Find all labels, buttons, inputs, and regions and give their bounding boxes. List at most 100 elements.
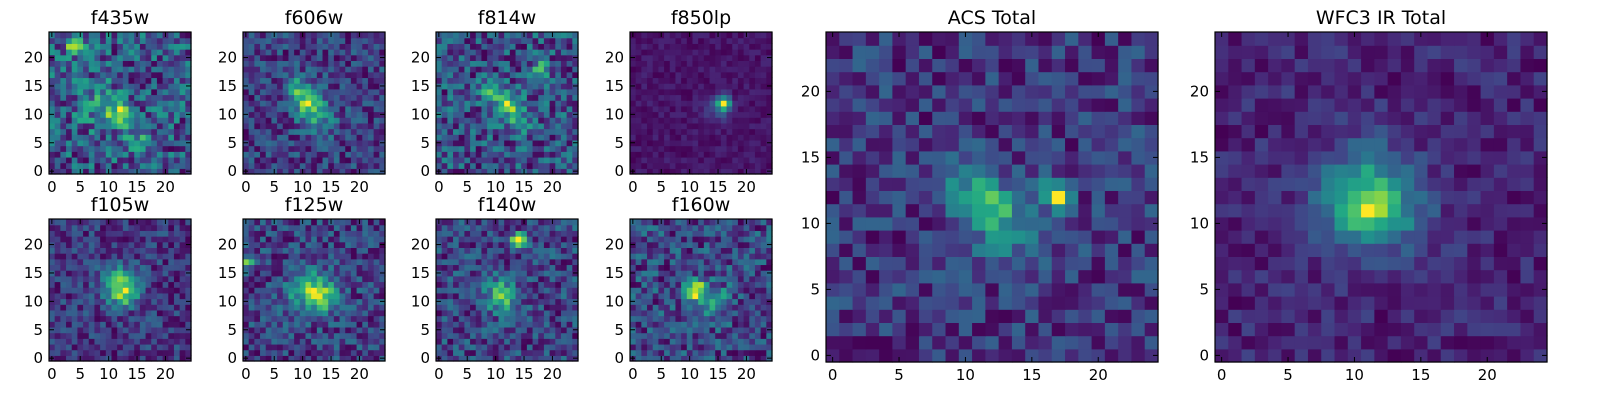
heatmap-cell xyxy=(572,236,579,243)
heatmap-cell xyxy=(481,94,488,101)
heatmap-cell xyxy=(260,49,267,56)
heatmap-cell xyxy=(111,264,118,271)
heatmap-cell xyxy=(749,145,756,152)
heatmap-cell xyxy=(271,128,278,135)
heatmap-cell xyxy=(350,343,358,351)
heatmap-cell xyxy=(316,66,324,73)
heatmap-cell xyxy=(367,292,375,300)
heatmap-cell xyxy=(692,32,699,39)
heatmap-cell xyxy=(333,71,341,79)
heatmap-cell xyxy=(732,309,739,317)
heatmap-cell xyxy=(635,355,642,362)
heatmap-cell xyxy=(681,77,688,84)
heatmap-cell xyxy=(481,258,488,266)
heatmap-cell xyxy=(254,88,261,96)
heatmap-cell xyxy=(77,264,84,271)
heatmap-cell xyxy=(664,275,671,283)
heatmap-cell xyxy=(356,270,363,277)
heatmap-cell xyxy=(311,37,318,44)
heatmap-cell xyxy=(71,224,78,231)
heatmap-cell xyxy=(299,281,307,288)
heatmap-cell xyxy=(122,219,130,226)
heatmap-cell xyxy=(151,151,158,158)
heatmap-cell xyxy=(71,134,78,141)
heatmap-cell xyxy=(532,71,539,79)
x-tick-label: 20 xyxy=(543,365,562,383)
heatmap-cell xyxy=(88,168,96,175)
heatmap-cell xyxy=(379,37,386,44)
heatmap-cell xyxy=(179,241,186,248)
heatmap-cell xyxy=(504,253,511,260)
heatmap-cell xyxy=(487,88,494,96)
heatmap-cell xyxy=(630,77,637,84)
heatmap-cell xyxy=(715,304,722,311)
heatmap-cell xyxy=(350,338,358,345)
heatmap-cell xyxy=(647,145,654,152)
heatmap-cell xyxy=(686,37,694,44)
heatmap-cell xyxy=(322,287,329,294)
heatmap-cell xyxy=(560,304,568,311)
heatmap-cell xyxy=(675,275,682,283)
heatmap-cell xyxy=(686,122,694,130)
heatmap-cell xyxy=(254,151,261,158)
heatmap-cell xyxy=(492,83,500,90)
heatmap-cell xyxy=(732,292,739,300)
heatmap-cell xyxy=(134,94,141,101)
heatmap-cell xyxy=(538,275,545,283)
heatmap-cell xyxy=(521,122,528,130)
heatmap-cell xyxy=(373,32,380,39)
heatmap-cell xyxy=(532,309,539,317)
heatmap-cell xyxy=(475,298,483,305)
heatmap-cell xyxy=(145,292,152,300)
heatmap-cell xyxy=(299,338,307,345)
heatmap-cell xyxy=(732,60,739,67)
heatmap-cell xyxy=(732,134,739,141)
heatmap-cell xyxy=(515,122,522,130)
heatmap-cell xyxy=(83,304,90,311)
heatmap-cell xyxy=(532,349,539,356)
heatmap-cell xyxy=(254,343,261,351)
heatmap-cell xyxy=(66,275,73,283)
heatmap-cell xyxy=(641,94,648,101)
heatmap-cell xyxy=(66,247,73,254)
heatmap-cell xyxy=(487,162,494,169)
heatmap-cell xyxy=(658,162,665,169)
heatmap-cell xyxy=(543,292,551,300)
heatmap-cell xyxy=(732,66,739,73)
heatmap-cell xyxy=(373,253,380,260)
heatmap-cell xyxy=(134,145,141,152)
heatmap-cell xyxy=(453,247,460,254)
heatmap-cell xyxy=(487,349,494,356)
heatmap-cell xyxy=(436,134,443,141)
heatmap-cell xyxy=(260,145,267,152)
heatmap-cells xyxy=(630,32,773,175)
heatmap-cell xyxy=(311,355,318,362)
heatmap-cell xyxy=(83,156,90,164)
heatmap-cell xyxy=(743,287,750,294)
heatmap-cell xyxy=(248,88,255,96)
heatmap-cell xyxy=(686,321,694,328)
heatmap-cell xyxy=(515,241,522,248)
heatmap-cell xyxy=(515,128,522,135)
heatmap-cell xyxy=(379,128,386,135)
heatmap-cell xyxy=(453,298,460,305)
heatmap-cell xyxy=(54,134,61,141)
heatmap-cell xyxy=(71,139,78,147)
heatmap-cell xyxy=(504,111,511,118)
heatmap-cell xyxy=(260,94,267,101)
heatmap-cell xyxy=(664,287,671,294)
heatmap-cell xyxy=(311,168,318,175)
heatmap-cell xyxy=(316,258,324,266)
heatmap-cell xyxy=(749,122,756,130)
heatmap-cell xyxy=(282,326,290,334)
heatmap-cell xyxy=(754,338,762,345)
heatmap-cell xyxy=(156,117,164,124)
heatmap-cell xyxy=(658,49,665,56)
heatmap-cell xyxy=(71,355,78,362)
heatmap-cell xyxy=(311,236,318,243)
heatmap-cell xyxy=(453,236,460,243)
heatmap-cell xyxy=(83,298,90,305)
heatmap-cell xyxy=(720,117,728,124)
heatmap-cell xyxy=(560,298,568,305)
heatmap-cell xyxy=(77,275,84,283)
